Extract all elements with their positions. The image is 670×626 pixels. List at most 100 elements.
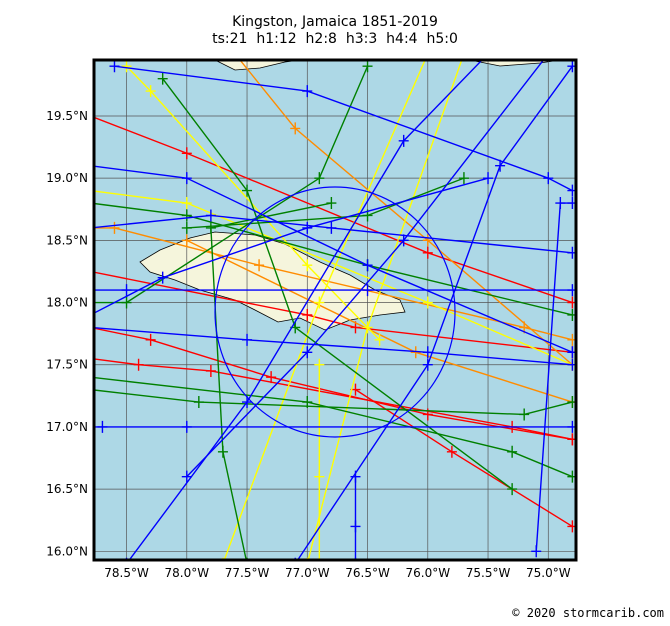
track-point: [495, 159, 506, 172]
track-point: [483, 172, 494, 185]
track-point: [290, 122, 301, 135]
x-tick-label: 77.5°W: [225, 566, 270, 580]
radius-circle: [214, 186, 456, 438]
track-point: [422, 346, 433, 359]
track-point: [217, 445, 228, 458]
x-tick-label: 77.0°W: [285, 566, 330, 580]
y-tick-label: 16.5°N: [46, 482, 88, 496]
track-point: [446, 445, 457, 458]
storm-track: [239, 60, 573, 366]
x-tick-label: 76.5°W: [345, 566, 390, 580]
track-point: [121, 60, 132, 73]
track-point: [302, 85, 313, 98]
track-point: [121, 296, 132, 309]
track-point: [326, 197, 337, 210]
track-point: [145, 333, 156, 346]
track-point: [109, 60, 120, 73]
track-point: [193, 396, 204, 409]
track-point: [266, 371, 277, 384]
x-tick-label: 78.5°W: [104, 566, 149, 580]
map-subtitle: ts:21 h1:12 h2:8 h3:3 h4:4 h5:0: [212, 31, 458, 47]
frame: [92, 58, 578, 562]
y-tick-label: 19.0°N: [46, 171, 88, 185]
track-point: [121, 284, 132, 297]
track-point: [205, 209, 216, 222]
storm-track: [94, 326, 573, 366]
track-point: [181, 234, 192, 247]
track-point: [314, 470, 325, 483]
track-point: [181, 209, 192, 222]
y-tick-label: 18.0°N: [46, 296, 88, 310]
track-point: [422, 246, 433, 259]
track-point: [531, 545, 542, 558]
track-point: [242, 184, 253, 197]
track-point: [181, 470, 192, 483]
x-tick-label: 75.5°W: [466, 566, 511, 580]
track-point: [422, 296, 433, 309]
y-tick-label: 18.5°N: [46, 233, 88, 247]
track-point: [362, 60, 373, 73]
y-tick-label: 17.0°N: [46, 420, 88, 434]
track-point: [398, 234, 409, 247]
storm-track: [94, 177, 489, 314]
track-point: [398, 134, 409, 147]
storm-track: [210, 202, 332, 560]
track-point: [133, 358, 144, 371]
track-point: [145, 85, 156, 98]
x-tick-label: 78.0°W: [164, 566, 209, 580]
map-title: Kingston, Jamaica 1851-2019: [232, 14, 438, 30]
storm-track: [94, 389, 573, 416]
track-point: [302, 259, 313, 272]
track-point: [230, 48, 240, 60]
storm-track: [126, 65, 381, 341]
track-point: [458, 172, 469, 185]
track-point: [507, 445, 518, 458]
storm-track: [114, 65, 573, 192]
track-point: [519, 408, 530, 421]
track-point: [97, 420, 108, 433]
track-point: [254, 259, 265, 272]
track-point: [181, 172, 192, 185]
storm-track: [162, 78, 513, 490]
storm-track: [94, 214, 573, 254]
track-point: [362, 259, 373, 272]
tick-labels: 78.5°W 78.0°W 77.5°W 77.0°W 76.5°W 76.0°W 75.5…: [46, 109, 570, 580]
track-point: [314, 172, 325, 185]
track-point: [543, 48, 553, 60]
track-point: [314, 358, 325, 371]
storm-track: [186, 60, 545, 478]
track-point: [326, 221, 337, 234]
track-point: [157, 72, 168, 85]
y-tick-label: 17.5°N: [46, 358, 88, 372]
track-point: [459, 48, 469, 60]
track-point: [422, 234, 433, 247]
x-tick-label: 76.0°W: [405, 566, 450, 580]
track-point: [157, 271, 168, 284]
track-point: [302, 221, 313, 234]
track-point: [242, 396, 253, 409]
track-point: [483, 48, 493, 60]
track-point: [181, 221, 192, 234]
track-point: [181, 420, 192, 433]
track-point: [181, 147, 192, 160]
storm-track: [128, 60, 483, 560]
land: [139, 60, 561, 331]
y-tick-label: 16.0°N: [46, 544, 88, 558]
storm-track: [296, 65, 573, 560]
storm-track: [94, 271, 573, 353]
storm-track: [94, 65, 369, 304]
credit: © 2020 stormcarib.com: [512, 606, 664, 620]
track-point: [422, 358, 433, 371]
track-point: [242, 333, 253, 346]
storm-track: [94, 116, 573, 304]
track-point: [314, 296, 325, 309]
track-point: [109, 221, 120, 234]
track-point: [362, 284, 373, 297]
track-point: [350, 470, 361, 483]
track-point: [181, 197, 192, 210]
track-point: [555, 197, 566, 210]
track-point: [423, 48, 433, 60]
track-point: [205, 364, 216, 377]
